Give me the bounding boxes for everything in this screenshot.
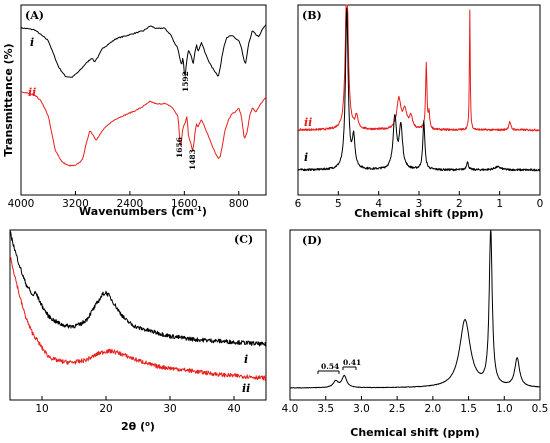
panel-c-x-tick-label: 30 (163, 403, 176, 415)
panel-c: (C) 10 20 30 40 2θ (o) i ii (9, 229, 267, 433)
panel-a-x-tick-label: 800 (229, 198, 249, 210)
panel-c-x-tick-label: 20 (99, 403, 112, 415)
panel-b: (B) 6 5 4 3 2 1 0 Chemical shift (ppm) ii i (295, 4, 544, 220)
panel-d-x-tick-label: 1.5 (460, 403, 477, 415)
panel-c-series-i-line (9, 229, 267, 347)
panel-c-xlabel-end: ) (150, 420, 155, 433)
panel-d-x-tick-label: 3.0 (353, 403, 370, 415)
panel-a-annotation-1656: 1656 (175, 137, 184, 158)
panel-a-xlabel-main: Wavenumbers (cm (79, 205, 194, 218)
panel-d-series-line (289, 229, 541, 389)
panel-a-x-tick-label: 3200 (62, 198, 89, 210)
panel-c-label: (C) (234, 233, 253, 246)
panel-c-xlabel-main: 2θ ( (121, 420, 145, 433)
panel-d-annotation-054: 0.54 (321, 362, 339, 371)
panel-a-xlabel: Wavenumbers (cm-1) (79, 205, 207, 218)
panel-c-x-tick-label: 10 (35, 403, 48, 415)
panel-d-x-tick-label: 2.5 (389, 403, 406, 415)
panel-c-xlabel: 2θ (o) (121, 420, 155, 433)
panel-b-x-tick-label: 6 (295, 198, 302, 210)
panel-d-integration-bracket-2 (342, 366, 357, 370)
panel-a-annotation-1483: 1483 (188, 149, 197, 170)
panel-d-frame (289, 229, 541, 401)
panel-a-annotation-1592: 1592 (181, 71, 190, 92)
panel-d-x-tick-label: 3.5 (317, 403, 334, 415)
panel-d-label: (D) (302, 234, 322, 247)
panel-a: (A) 4000 3200 2400 1600 800 Transmittance (%… (2, 4, 267, 218)
panel-c-x-ticks: 10 20 30 40 (35, 396, 241, 415)
panel-c-series-i-label: i (244, 353, 248, 366)
panel-a-xlabel-end: ) (202, 205, 207, 218)
panel-b-label: (B) (302, 9, 322, 22)
panel-d: (D) 4.0 3.5 3.0 2.5 2.0 1.5 1.0 0.5 Chemical sh… (282, 229, 549, 439)
panel-a-series-i-line (20, 24, 267, 78)
panel-d-x-tick-label: 1.0 (496, 403, 513, 415)
panel-a-xlabel-sup: -1 (194, 205, 202, 213)
panel-d-annotation-041: 0.41 (343, 358, 361, 367)
panel-d-x-tick-label: 0.5 (532, 403, 549, 415)
panel-b-x-tick-label: 0 (537, 198, 544, 210)
panel-b-x-tick-label: 1 (496, 198, 503, 210)
panel-d-x-tick-label: 4.0 (282, 403, 299, 415)
panel-c-xlabel-sup: o (145, 420, 150, 428)
panel-c-series-ii-line (9, 255, 267, 381)
panel-b-series-ii-label: ii (304, 116, 312, 129)
panel-a-series-i-label: i (30, 36, 34, 49)
panel-a-label: (A) (25, 9, 44, 22)
panel-a-x-tick-label: 1600 (171, 198, 198, 210)
panel-a-ylabel: Transmittance (%) (2, 43, 15, 156)
panel-c-frame (9, 229, 267, 401)
panel-a-series-ii-line (20, 91, 267, 167)
panel-c-series-ii-label: ii (242, 382, 250, 395)
panel-b-x-tick-label: 5 (335, 198, 342, 210)
panel-b-series-ii-line (297, 4, 541, 132)
panel-d-x-tick-label: 2.0 (425, 403, 442, 415)
panel-b-x-tick-label: 2 (456, 198, 463, 210)
panel-b-series-i-label: i (304, 151, 308, 164)
panel-d-integration-bracket-1 (317, 370, 340, 374)
panel-b-xlabel: Chemical shift (ppm) (354, 207, 483, 220)
panel-a-x-tick-label: 2400 (117, 198, 144, 210)
panel-d-xlabel: Chemical shift (ppm) (350, 426, 479, 439)
panel-a-series-ii-label: ii (28, 86, 36, 99)
panel-b-x-tick-label: 3 (416, 198, 423, 210)
panel-b-x-tick-label: 4 (375, 198, 382, 210)
panel-b-series-i-line (297, 7, 541, 172)
panel-b-x-ticks: 6 5 4 3 2 1 0 (295, 191, 544, 210)
panel-a-x-ticks: 4000 3200 2400 1600 800 (8, 191, 249, 210)
panel-d-x-ticks: 4.0 3.5 3.0 2.5 2.0 1.5 1.0 0.5 (282, 396, 549, 415)
panel-c-x-tick-label: 40 (227, 403, 240, 415)
panel-a-frame (20, 4, 267, 196)
panel-a-x-tick-label: 4000 (8, 198, 35, 210)
